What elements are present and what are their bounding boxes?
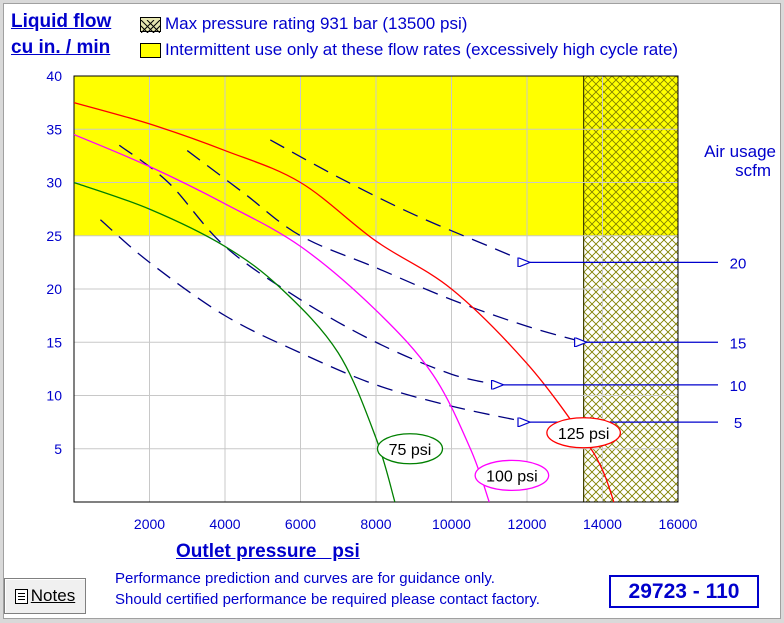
legend-max-pressure-label: Max pressure rating 931 bar (13500 psi) (165, 14, 468, 33)
x-tick-label: 4000 (209, 516, 240, 532)
yellow-swatch-icon (140, 42, 161, 58)
air-usage-curve-10 (118, 144, 501, 386)
air-usage-label-15: 15 (730, 335, 747, 352)
air-usage-curve-5 (99, 219, 528, 423)
y-axis-title-line1: Liquid flow (11, 11, 112, 32)
x-tick-label: 8000 (360, 516, 391, 532)
air-usage-label-5: 5 (734, 415, 742, 432)
x-axis-title: Outlet pressure psi (176, 541, 360, 562)
flow-pressure-chart: 2000 4000 6000 8000 10000 12000 14000 16000 5 10 1… (46, 68, 747, 532)
pressure-curve-100-psi (73, 133, 490, 503)
x-tick-label: 14000 (583, 516, 622, 532)
y-tick-label: 40 (46, 68, 62, 84)
y-tick-label: 35 (46, 121, 62, 137)
legend-max-pressure: Max pressure rating 931 bar (13500 psi) (134, 14, 468, 34)
notes-button-label: Notes (30, 586, 76, 605)
x-tick-label: 6000 (285, 516, 316, 532)
pressure-curve-75-psi (73, 181, 396, 503)
y-axis-title-line2: cu in. / min (11, 37, 111, 58)
air-usage-curve-20 (269, 139, 528, 263)
x-tick-label: 2000 (134, 516, 165, 532)
legend-intermittent-label: Intermittent use only at these flow rate… (165, 40, 679, 59)
y-tick-label: 20 (46, 281, 62, 297)
curve-label: 75 psi (389, 442, 432, 459)
notes-icon (14, 588, 28, 604)
air-usage-title-line1: Air usage (704, 142, 776, 161)
curve-label-ellipse (474, 459, 550, 492)
x-tick-label: 10000 (432, 516, 471, 532)
y-tick-label: 5 (54, 441, 62, 457)
curve-label: 100 psi (486, 468, 538, 485)
pressure-curve-125-psi (73, 101, 615, 503)
legend-intermittent: Intermittent use only at these flow rate… (140, 40, 678, 60)
guidance-note-line1: Performance prediction and curves are fo… (115, 570, 495, 587)
y-tick-label: 30 (46, 175, 62, 191)
curve-label-ellipse (546, 417, 622, 449)
guidance-note-line2: Should certified performance be required… (115, 591, 540, 608)
air-usage-label-20: 20 (730, 255, 747, 272)
model-number-badge: 29723 - 110 (609, 575, 759, 608)
model-number: 29723 - 110 (628, 579, 740, 603)
plot-frame (73, 75, 679, 503)
x-tick-label: 12000 (508, 516, 547, 532)
air-usage-label-10: 10 (730, 378, 747, 395)
curve-label: 125 psi (558, 426, 610, 443)
y-tick-label: 25 (46, 228, 62, 244)
notes-button[interactable]: Notes (4, 578, 86, 614)
x-tick-label: 16000 (659, 516, 698, 532)
intermittent-zone (74, 76, 584, 236)
air-usage-title-line2: scfm (735, 161, 771, 180)
crosshatch-swatch-icon (134, 16, 167, 33)
y-tick-label: 15 (46, 334, 62, 350)
y-tick-label: 10 (46, 388, 62, 404)
air-usage-curve-15 (186, 150, 584, 343)
curve-label-ellipse (376, 433, 444, 465)
